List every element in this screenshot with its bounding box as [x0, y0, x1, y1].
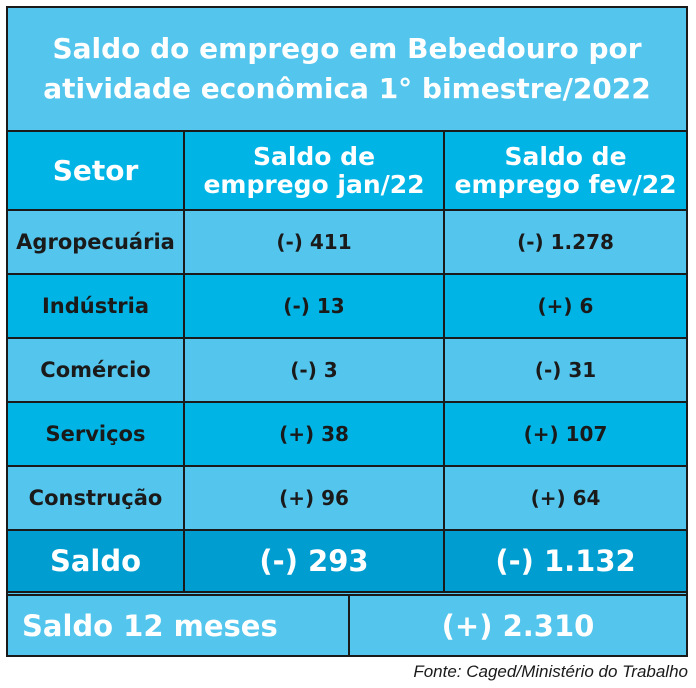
- saldo-12-meses-label: Saldo 12 meses: [8, 596, 350, 655]
- table-row: Serviços (+) 38 (+) 107: [8, 401, 686, 467]
- header-setor: Setor: [8, 132, 185, 211]
- row-fev-value: (+) 107: [443, 401, 686, 467]
- header-jan-line1: Saldo de: [252, 141, 376, 171]
- header-jan-line2: emprego jan/22: [203, 169, 425, 199]
- table-row: Indústria (-) 13 (+) 6: [8, 273, 686, 339]
- row-sector: Comércio: [8, 337, 185, 403]
- saldo-12-meses-value: (+) 2.310: [441, 608, 595, 643]
- saldo-fev-value: (-) 1.132: [443, 529, 686, 593]
- saldo-12-meses-row: Saldo 12 meses (+) 2.310: [8, 594, 686, 655]
- header-row: Setor Saldo de emprego jan/22 Saldo de e…: [8, 132, 686, 211]
- row-sector: Serviços: [8, 401, 185, 467]
- row-sector: Indústria: [8, 273, 185, 339]
- row-jan-value: (+) 38: [183, 401, 445, 467]
- row-sector: Construção: [8, 465, 185, 531]
- saldo-row: Saldo (-) 293 (-) 1.132: [8, 529, 686, 593]
- table-row: Comércio (-) 3 (-) 31: [8, 337, 686, 403]
- header-jan: Saldo de emprego jan/22: [183, 132, 445, 211]
- row-jan-value: (-) 411: [183, 209, 445, 275]
- saldo-label: Saldo: [8, 529, 185, 593]
- table-row: Agropecuária (-) 411 (-) 1.278: [8, 209, 686, 275]
- source-note: Fonte: Caged/Ministério do Trabalho: [413, 662, 688, 681]
- row-sector: Agropecuária: [8, 209, 185, 275]
- header-fev-line1: Saldo de: [504, 141, 627, 171]
- table-title: Saldo do emprego em Bebedouro por ativid…: [8, 8, 686, 132]
- row-fev-value: (-) 1.278: [443, 209, 686, 275]
- title-line-2: atividade econômica 1° bimestre/2022: [43, 72, 651, 105]
- row-jan-value: (-) 13: [183, 273, 445, 339]
- row-fev-value: (+) 6: [443, 273, 686, 339]
- row-fev-value: (+) 64: [443, 465, 686, 531]
- title-line-1: Saldo do emprego em Bebedouro por: [52, 32, 642, 65]
- table-row: Construção (+) 96 (+) 64: [8, 465, 686, 531]
- row-jan-value: (+) 96: [183, 465, 445, 531]
- header-fev: Saldo de emprego fev/22: [443, 132, 686, 211]
- employment-table: Setor Saldo de emprego jan/22 Saldo de e…: [8, 132, 686, 593]
- row-fev-value: (-) 31: [443, 337, 686, 403]
- header-fev-line2: emprego fev/22: [454, 169, 677, 199]
- saldo-jan-value: (-) 293: [183, 529, 445, 593]
- employment-table-frame: Saldo do emprego em Bebedouro por ativid…: [6, 6, 688, 657]
- row-jan-value: (-) 3: [183, 337, 445, 403]
